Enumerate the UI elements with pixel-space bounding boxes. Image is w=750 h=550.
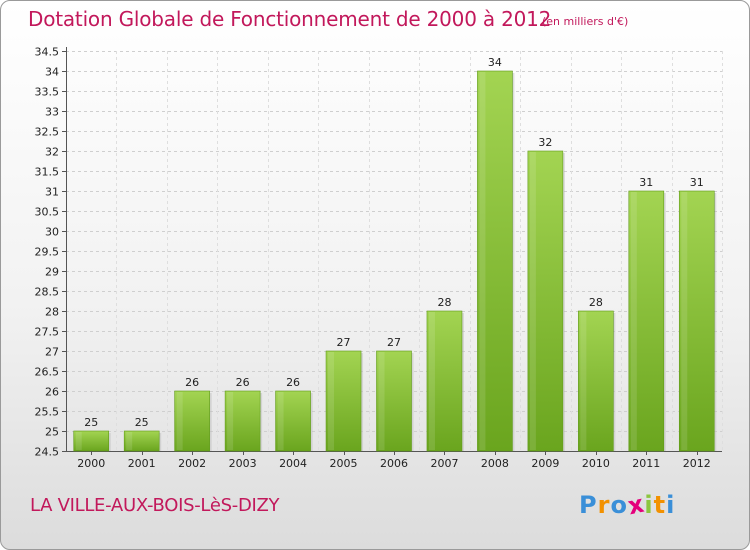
data-label: 27	[337, 336, 351, 349]
x-axis-tick-labels: 2000 2001 2002 2003 2004 2005 2006 2007 2008 2009…	[77, 451, 711, 470]
x-tick-label: 2001	[128, 457, 156, 470]
x-tick-label: 2012	[683, 457, 711, 470]
data-label: 32	[538, 136, 552, 149]
logo-letter: o	[610, 491, 628, 519]
data-label: 25	[84, 416, 98, 429]
logo-letter: i	[644, 491, 654, 519]
bar-highlight	[328, 352, 335, 450]
y-tick-label: 34	[45, 66, 59, 79]
y-tick-label: 29.5	[35, 246, 60, 259]
y-tick-label: 24.5	[35, 446, 60, 459]
bar	[527, 150, 564, 452]
y-tick-label: 33.5	[35, 86, 60, 99]
y-tick-label: 27.5	[35, 326, 60, 339]
y-tick-label: 31.5	[35, 166, 60, 179]
y-tick-label: 33	[45, 106, 59, 119]
data-label: 31	[690, 176, 704, 189]
y-tick-label: 30.5	[35, 206, 60, 219]
bar	[578, 310, 614, 452]
y-tick-label: 25.5	[35, 406, 60, 419]
proxiti-logo: Proxiti	[579, 490, 689, 525]
y-tick-label: 25	[45, 426, 59, 439]
x-tick-label: 2000	[77, 457, 105, 470]
data-label: 27	[387, 336, 401, 349]
x-tick-label: 2009	[531, 457, 559, 470]
bar	[678, 190, 715, 452]
bar-highlight	[580, 312, 587, 450]
x-tick-label: 2010	[582, 457, 610, 470]
bar-highlight	[681, 192, 688, 450]
y-tick-label: 28	[45, 306, 59, 319]
logo-letter: i	[666, 491, 676, 519]
x-tick-label: 2008	[481, 457, 509, 470]
data-label: 26	[236, 376, 250, 389]
data-labels: 25 25 26 26 26 27 27 28 34 32 28 31 31	[84, 56, 704, 429]
y-tick-label: 32.5	[35, 126, 60, 139]
bar-highlight	[428, 312, 435, 450]
y-tick-label: 26.5	[35, 366, 60, 379]
chart-subtitle: (en milliers d'€)	[542, 15, 629, 28]
bar	[376, 350, 412, 452]
y-tick-label: 27	[45, 346, 59, 359]
data-label: 31	[639, 176, 653, 189]
bar-highlight	[176, 392, 183, 450]
bar-highlight	[277, 392, 284, 450]
data-label: 28	[589, 296, 603, 309]
bars	[73, 70, 717, 452]
bar-highlight	[227, 392, 234, 450]
logo-letter: r	[597, 491, 611, 519]
bar	[123, 430, 160, 452]
data-label: 26	[185, 376, 199, 389]
y-tick-label: 28.5	[35, 286, 60, 299]
x-tick-label: 2005	[330, 457, 358, 470]
bar	[426, 310, 463, 452]
bar	[477, 70, 513, 452]
x-tick-label: 2003	[229, 457, 257, 470]
x-tick-label: 2007	[430, 457, 458, 470]
bar-highlight	[75, 432, 82, 450]
logo-letter: t	[653, 491, 667, 519]
y-tick-label: 34.5	[35, 46, 60, 59]
chart-title: Dotation Globale de Fonctionnement de 20…	[28, 7, 552, 31]
data-label: 28	[437, 296, 451, 309]
x-tick-label: 2011	[632, 457, 660, 470]
bar	[325, 350, 362, 452]
y-axis-tick-labels: 24.5 25 25.5 26 26.5 27 27.5 28 28.5 29 29.5 30 30.5…	[35, 46, 60, 459]
bar-highlight	[126, 432, 133, 450]
data-label: 26	[286, 376, 300, 389]
bar-highlight	[529, 152, 536, 450]
x-tick-label: 2004	[279, 457, 307, 470]
bar-highlight	[630, 192, 637, 450]
bar	[174, 390, 210, 452]
y-tick-label: 29	[45, 266, 59, 279]
data-label: 25	[135, 416, 149, 429]
y-tick-label: 32	[45, 146, 59, 159]
bar	[628, 190, 665, 452]
y-tick-label: 30	[45, 226, 59, 239]
commune-name: LA VILLE-AUX-BOIS-LèS-DIZY	[30, 495, 280, 516]
y-tick-label: 26	[45, 386, 59, 399]
x-tick-label: 2002	[178, 457, 206, 470]
y-tick-label: 31	[45, 186, 59, 199]
logo-letter: P	[579, 491, 598, 519]
bar	[275, 390, 311, 452]
bar-highlight	[378, 352, 385, 450]
data-label: 34	[488, 56, 502, 69]
x-tick-label: 2006	[380, 457, 408, 470]
bar-highlight	[479, 72, 486, 450]
bar	[224, 390, 261, 452]
